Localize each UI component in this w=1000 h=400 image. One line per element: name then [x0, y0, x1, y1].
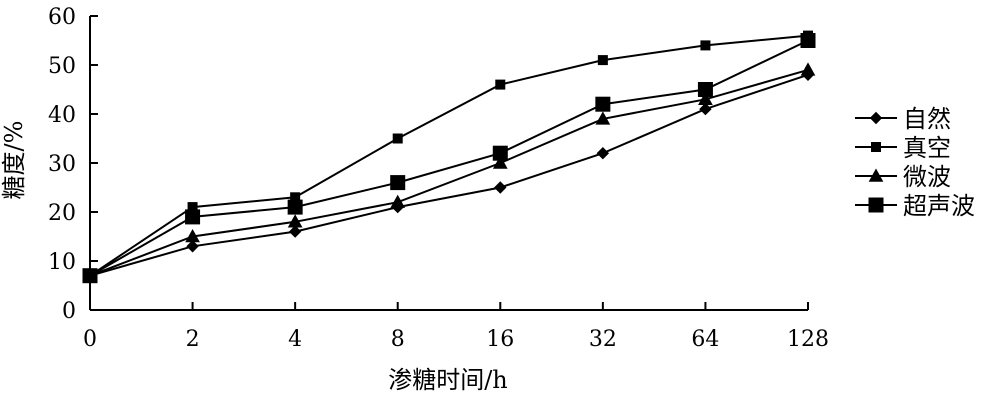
y-tick-label: 50	[48, 54, 76, 79]
data-point	[698, 91, 713, 105]
x-tick-label: 16	[486, 327, 514, 352]
data-point	[699, 102, 712, 116]
axes	[89, 16, 808, 311]
data-point	[392, 133, 403, 144]
y-tick-label: 10	[48, 250, 76, 275]
legend-label: 超声波	[903, 192, 975, 220]
legend-item: 真空	[855, 134, 951, 162]
x-tick-label: 128	[787, 327, 829, 352]
data-point	[287, 214, 303, 228]
data-point	[492, 155, 508, 169]
data-point	[596, 146, 610, 160]
legend-marker	[868, 197, 884, 213]
data-point	[390, 175, 406, 191]
data-point	[800, 62, 816, 76]
data-point	[185, 209, 201, 225]
legend-label: 自然	[903, 105, 951, 133]
legend-item: 超声波	[855, 192, 975, 220]
data-point	[595, 96, 611, 112]
data-point	[700, 40, 711, 51]
series-group	[82, 30, 816, 284]
data-point	[185, 228, 200, 243]
y-axis-title: 糖度/%	[0, 121, 28, 200]
x-tick-label: 4	[288, 327, 302, 352]
legend-item: 自然	[855, 105, 951, 133]
x-tick-label: 64	[691, 327, 719, 352]
series-line	[89, 39, 809, 277]
y-axis-ticks: 0 10 20 30 40 50 60	[48, 5, 98, 324]
data-point	[494, 181, 507, 194]
data-point	[288, 225, 302, 238]
legend-marker	[871, 142, 881, 152]
data-point	[287, 199, 303, 215]
series-line	[89, 73, 809, 277]
y-tick-label: 60	[48, 5, 76, 30]
legend-marker	[869, 111, 883, 125]
y-tick-label: 0	[62, 299, 76, 324]
data-point	[492, 145, 508, 161]
x-tick-label: 8	[391, 327, 405, 352]
data-point	[82, 268, 98, 284]
data-point	[800, 33, 816, 48]
x-tick-label: 32	[589, 327, 617, 352]
x-tick-label: 2	[186, 327, 200, 352]
series-line	[89, 68, 809, 277]
data-point	[186, 240, 199, 253]
series-4	[82, 33, 816, 284]
y-tick-label: 20	[48, 201, 76, 226]
y-tick-label: 40	[48, 103, 76, 128]
legend-label: 真空	[903, 134, 951, 162]
data-point	[697, 82, 713, 97]
y-tick-label: 30	[48, 152, 76, 177]
legend-label: 微波	[903, 163, 951, 191]
legend-item: 微波	[855, 163, 951, 191]
x-axis-ticks: 0 2 4 8 16 32 64 128	[83, 302, 829, 352]
data-point	[390, 194, 406, 208]
data-point	[595, 111, 611, 125]
x-axis-title: 渗糖时间/h	[388, 366, 508, 394]
series-line	[89, 34, 809, 277]
data-point	[597, 55, 608, 66]
legend-marker	[868, 168, 884, 182]
data-point	[495, 79, 506, 90]
x-tick-label: 0	[83, 327, 97, 352]
